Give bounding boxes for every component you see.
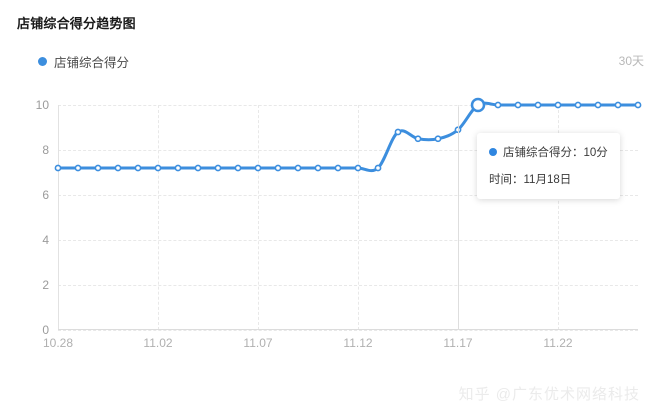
data-point[interactable]: [254, 164, 262, 172]
time-range-label[interactable]: 30天: [618, 54, 644, 68]
data-point[interactable]: [414, 135, 422, 143]
tooltip-time-row: 时间：11月18日: [489, 171, 608, 187]
y-axis-tick-label: 0: [42, 323, 49, 337]
data-point[interactable]: [294, 164, 302, 172]
gridline-horizontal: [58, 150, 638, 151]
legend-series-label: 店铺综合得分: [54, 56, 130, 70]
x-axis-tick-label: 11.22: [543, 336, 573, 350]
data-point[interactable]: [634, 101, 642, 109]
tooltip-series-dot: [489, 148, 497, 156]
y-axis-tick-label: 4: [42, 233, 49, 247]
gridline-vertical: [358, 105, 359, 330]
data-point[interactable]: [234, 164, 242, 172]
data-point[interactable]: [434, 135, 442, 143]
tooltip-series-text: 店铺综合得分：10分: [503, 147, 608, 159]
data-point[interactable]: [214, 164, 222, 172]
data-point[interactable]: [334, 164, 342, 172]
data-point[interactable]: [454, 126, 462, 134]
y-axis-tick-label: 8: [42, 143, 49, 157]
x-axis-tick-label: 11.17: [443, 336, 473, 350]
chart-tooltip: 店铺综合得分：10分 时间：11月18日: [477, 133, 620, 199]
x-axis-line: [58, 329, 638, 330]
tooltip-axis-pointer: [458, 107, 459, 330]
gridline-vertical: [558, 105, 559, 330]
data-point-highlighted[interactable]: [470, 97, 486, 113]
data-point[interactable]: [534, 101, 542, 109]
chart-plot-area: 0 2 4 6 8 10 10.28 11.02 11.07 11.12 11.17 11.22: [36, 97, 642, 350]
gridline-horizontal: [58, 240, 638, 241]
y-axis-tick-label: 10: [35, 98, 49, 112]
tooltip-time-text: 时间：11月18日: [489, 174, 572, 186]
data-point[interactable]: [614, 101, 622, 109]
gridline-horizontal: [58, 285, 638, 286]
data-point[interactable]: [594, 101, 602, 109]
data-point[interactable]: [494, 101, 502, 109]
series-line-layer: [54, 97, 642, 173]
gridline-horizontal: [58, 195, 638, 196]
data-point[interactable]: [274, 164, 282, 172]
gridline-vertical: [258, 105, 259, 330]
data-point[interactable]: [374, 164, 382, 172]
data-point[interactable]: [194, 164, 202, 172]
data-point[interactable]: [94, 164, 102, 172]
gridline-horizontal: [58, 330, 638, 331]
data-point[interactable]: [54, 164, 62, 172]
y-axis-line: [58, 105, 59, 330]
data-point[interactable]: [574, 101, 582, 109]
gridline-vertical: [158, 105, 159, 330]
legend-series-dot: [38, 57, 47, 66]
data-point[interactable]: [314, 164, 322, 172]
chart-legend[interactable]: 店铺综合得分: [38, 52, 129, 71]
data-point[interactable]: [174, 164, 182, 172]
data-point[interactable]: [554, 101, 562, 109]
x-axis-tick-label: 11.12: [343, 336, 373, 350]
x-axis-tick-label: 10.28: [42, 336, 74, 350]
y-axis-tick-label: 6: [42, 188, 49, 202]
y-axis-tick-label: 2: [42, 278, 49, 292]
gridline-horizontal: [58, 105, 638, 106]
data-point[interactable]: [354, 164, 362, 172]
page-title: 店铺综合得分趋势图: [17, 16, 136, 31]
watermark: 知乎 @广东优术网络科技: [458, 386, 640, 403]
x-axis-tick-label: 11.02: [143, 336, 173, 350]
x-axis-tick-label: 11.07: [243, 336, 273, 350]
tooltip-series-row: 店铺综合得分：10分: [489, 144, 608, 160]
data-point[interactable]: [154, 164, 162, 172]
data-point[interactable]: [114, 164, 122, 172]
data-point[interactable]: [134, 164, 142, 172]
data-point[interactable]: [394, 128, 402, 136]
data-point[interactable]: [74, 164, 82, 172]
data-point[interactable]: [514, 101, 522, 109]
